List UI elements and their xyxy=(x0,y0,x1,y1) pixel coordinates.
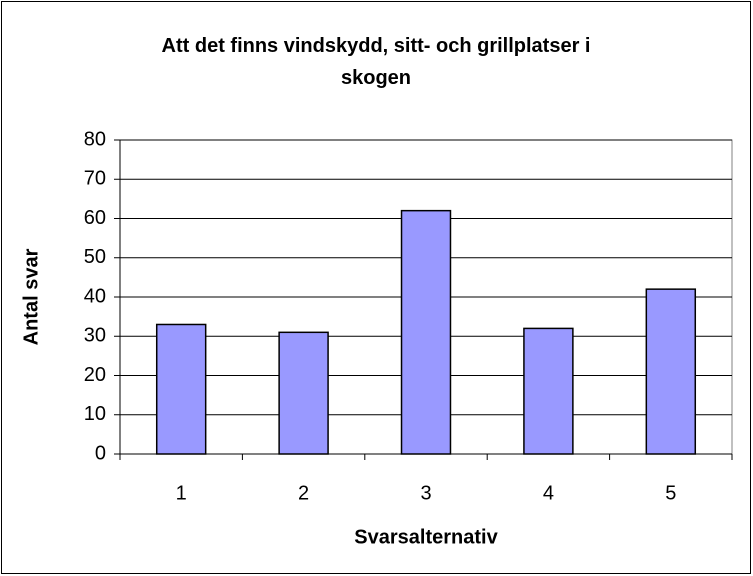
x-tick-label: 1 xyxy=(176,482,187,504)
chart-title: Att det finns vindskydd, sitt- och grill… xyxy=(161,35,591,89)
y-tick-label: 10 xyxy=(84,403,106,425)
y-tick-label: 80 xyxy=(84,128,106,150)
bar xyxy=(645,288,697,455)
bar xyxy=(400,209,452,455)
y-axis-label: Antal svar xyxy=(20,248,42,345)
y-tick-label: 0 xyxy=(95,442,106,464)
y-tick-label: 20 xyxy=(84,364,106,386)
y-tick-label: 60 xyxy=(84,207,106,229)
y-tick-label: 70 xyxy=(84,168,106,190)
x-tick-label: 4 xyxy=(543,482,554,504)
bar xyxy=(278,331,329,455)
x-axis-label: Svarsalternativ xyxy=(354,526,498,548)
bar xyxy=(523,327,574,455)
x-tick-label: 2 xyxy=(298,482,309,504)
y-tick-label: 30 xyxy=(84,325,106,347)
x-tick-label: 5 xyxy=(665,482,676,504)
y-tick-label: 40 xyxy=(84,285,106,307)
y-tick-label: 50 xyxy=(84,246,106,268)
bar xyxy=(155,323,207,455)
x-tick-label: 3 xyxy=(420,482,431,504)
